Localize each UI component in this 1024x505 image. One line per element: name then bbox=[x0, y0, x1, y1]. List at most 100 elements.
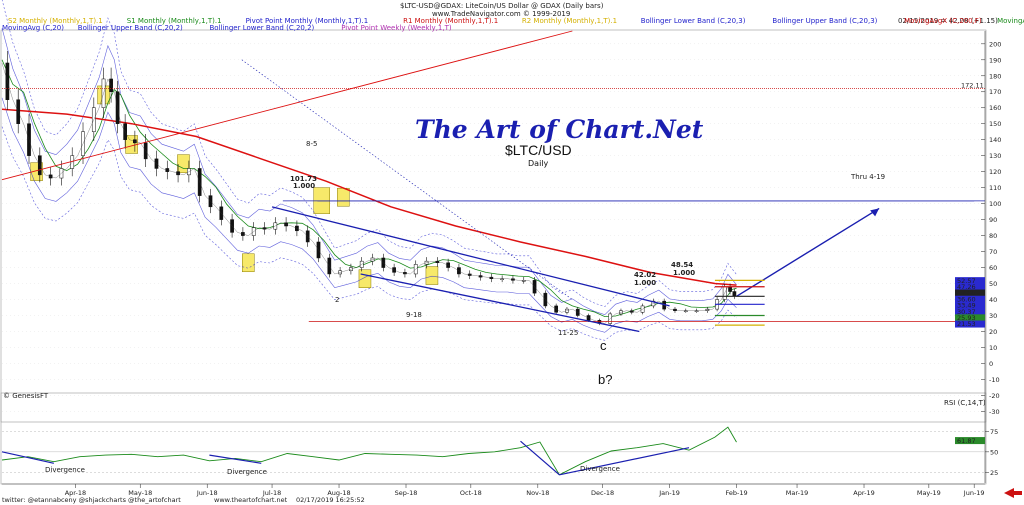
highlight-box bbox=[425, 266, 439, 285]
y-tick-label: 20 bbox=[989, 328, 997, 336]
x-tick-label: Jun-19 bbox=[963, 489, 985, 497]
red-trendline bbox=[1, 30, 573, 181]
drawn-trendlines bbox=[1, 30, 975, 333]
fib-48-54: 48.54 bbox=[671, 261, 693, 269]
annotation-11-25: 11-25 bbox=[558, 329, 578, 337]
y-tick-label: 30 bbox=[989, 312, 997, 320]
rsi-tick-label: 75 bbox=[990, 428, 998, 436]
highlight-box bbox=[242, 253, 255, 273]
dotted-trendline bbox=[241, 59, 573, 300]
y-tick-label: 60 bbox=[989, 264, 997, 272]
price-box-label: 25.93 bbox=[957, 314, 976, 322]
y-tick-label: 40 bbox=[989, 296, 997, 304]
close-line bbox=[1, 62, 737, 324]
legend-row-2: MovingAvg (C,20) Bollinger Upper Band (C,… bbox=[2, 24, 452, 32]
chart-title: $LTC-USD@GDAX: LiteCoin/US Dollar @ GDAX… bbox=[400, 2, 604, 10]
fib-1000-a: 1.000 bbox=[293, 182, 315, 190]
ma200-line bbox=[1, 108, 737, 286]
annotation-8-5: 8-5 bbox=[306, 140, 317, 148]
rsi-divergence-line bbox=[559, 447, 690, 476]
highlight-box bbox=[358, 269, 372, 288]
fib-1000-b: 1.000 bbox=[634, 279, 656, 287]
right-price-boxes: 52.5747.2642.0836.6033.4930.3725.9321.53… bbox=[955, 277, 985, 445]
footer-stamp: 02/17/2019 16:25:52 bbox=[296, 496, 365, 504]
legend-entry: S2 Monthly (Monthly,1,T).1 bbox=[8, 17, 103, 25]
price-box bbox=[955, 289, 985, 297]
x-tick-label: Nov-18 bbox=[526, 489, 549, 497]
x-tick-label: Oct-18 bbox=[460, 489, 482, 497]
price-box bbox=[955, 320, 985, 328]
y-tick-label: 110 bbox=[989, 184, 1001, 192]
period-label: Daily bbox=[528, 159, 549, 168]
scroll-arrow-icon[interactable] bbox=[1004, 488, 1022, 498]
x-tick-label: Aug-18 bbox=[327, 489, 350, 497]
channel-top bbox=[271, 206, 670, 307]
legend-entry: S1 Monthly (Monthly,1,T).1 bbox=[127, 17, 222, 25]
y-tick-label: 150 bbox=[989, 120, 1001, 128]
x-tick-label: Dec-18 bbox=[591, 489, 614, 497]
price-box bbox=[955, 283, 985, 291]
bollinger-band bbox=[1, 126, 737, 341]
rsi-divergence-line bbox=[1, 451, 54, 464]
rsi-divergence-line bbox=[209, 454, 262, 464]
price-box bbox=[955, 437, 985, 445]
y-tick-label: 180 bbox=[989, 72, 1001, 80]
legend-entry: Bollinger Upper Band (C,20,2) bbox=[78, 24, 183, 32]
y-tick-label: -20 bbox=[989, 392, 1000, 400]
fib-1000-c: 1.000 bbox=[673, 269, 695, 277]
y-tick-label: 90 bbox=[989, 216, 997, 224]
y-tick-label: 100 bbox=[989, 200, 1001, 208]
annotation-9-18: 9-18 bbox=[406, 311, 422, 319]
rsi-tick-label: 50 bbox=[990, 448, 998, 456]
price-pane-frame bbox=[0, 29, 987, 423]
date-value: 02/15/2019 = 42.08 (+1.15) bbox=[898, 17, 998, 25]
legend-entry: Pivot Point Weekly (Weekly,1,T) bbox=[341, 24, 452, 32]
divergence-2: Divergence bbox=[227, 468, 267, 476]
y-tick-label: 130 bbox=[989, 152, 1001, 160]
legend-entry: Bollinger Upper Band (C,20,3) bbox=[772, 17, 877, 25]
legend-entry: R2 Monthly (Monthly,1,T).1 bbox=[522, 17, 617, 25]
y-tick-label: 140 bbox=[989, 136, 1001, 144]
price-box-label: 21.53 bbox=[957, 320, 976, 328]
x-tick-label: Apr-19 bbox=[853, 489, 874, 497]
y-tick-label: 70 bbox=[989, 248, 997, 256]
price-box-label: 36.60 bbox=[957, 295, 976, 303]
x-tick-label: May-19 bbox=[917, 489, 941, 497]
genesis-credit: © GenesisFT bbox=[3, 392, 49, 400]
legend-entry: MovingAvg (C,20) bbox=[2, 24, 64, 32]
fib-42-02: 42.02 bbox=[634, 271, 656, 279]
fib-101-73: 101.73 bbox=[290, 175, 317, 183]
annotation-thru: Thru 4-19 bbox=[850, 173, 885, 181]
brand-watermark: The Art of Chart.Net bbox=[415, 115, 704, 144]
y-tick-label: 170 bbox=[989, 88, 1001, 96]
x-tick-label: Jul-18 bbox=[262, 489, 281, 497]
y-tick-label: 50 bbox=[989, 280, 997, 288]
ma200-line bbox=[1, 108, 737, 286]
y-tick-label: -10 bbox=[989, 376, 1000, 384]
price-box-label: 33.49 bbox=[957, 302, 976, 310]
footer-site: www.theartofchart.net bbox=[214, 496, 288, 504]
price-bars bbox=[1, 50, 737, 326]
x-tick-label: May-18 bbox=[128, 489, 152, 497]
forecast-arrow bbox=[736, 207, 880, 297]
y-tick-label: -30 bbox=[989, 408, 1000, 416]
symbol-label: $LTC/USD bbox=[505, 142, 572, 158]
x-tick-label: Jan-19 bbox=[658, 489, 680, 497]
price-box bbox=[955, 277, 985, 285]
level-2-label: 2 bbox=[335, 296, 339, 304]
y-tick-label: 80 bbox=[989, 232, 997, 240]
price-box-label: 47.26 bbox=[957, 283, 976, 291]
rsi-label: RSI (C,14,T) bbox=[944, 399, 986, 407]
y-tick-label: 120 bbox=[989, 168, 1001, 176]
legend-entry: R1 Monthly (Monthly,1,T).1 bbox=[403, 17, 498, 25]
price-box-label: 42.08 bbox=[957, 289, 976, 297]
x-axis: Apr-18 May-18 Jun-18 Jul-18 Aug-18 Sep-18 Oct-… bbox=[2, 483, 985, 497]
legend-entry: MovingAvgX (C,200,F) bbox=[904, 17, 982, 25]
divergence-1: Divergence bbox=[45, 466, 85, 474]
legend-entry: Pivot Point Monthly (Monthly,1,T).1 bbox=[246, 17, 369, 25]
legend-entry: Bollinger Lower Band (C,20,2) bbox=[210, 24, 315, 32]
y-tick-label: 0 bbox=[989, 360, 993, 368]
x-tick-label: Apr-18 bbox=[65, 489, 86, 497]
rsi-line bbox=[1, 426, 737, 476]
